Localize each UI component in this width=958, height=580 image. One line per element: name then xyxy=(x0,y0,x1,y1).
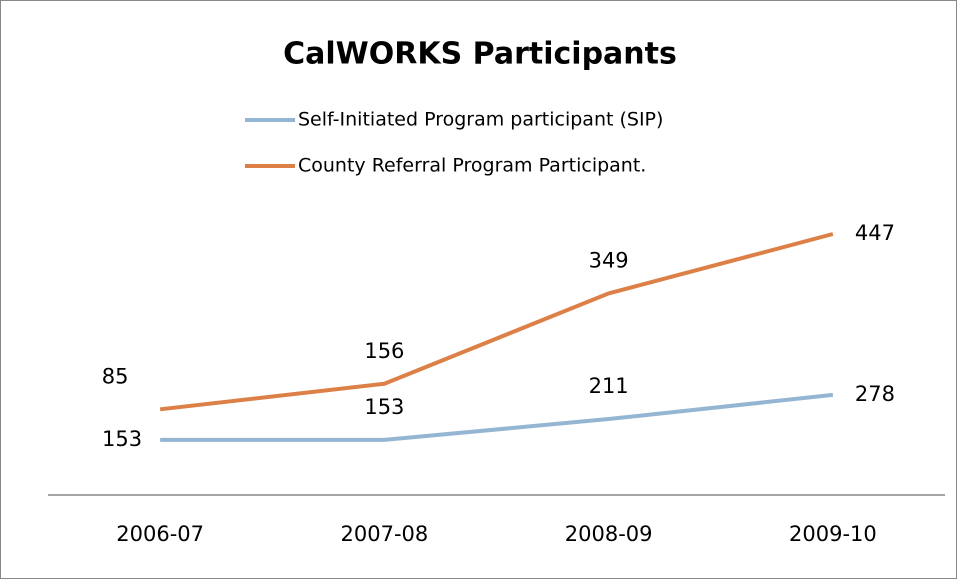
x-tick-label: 2007-08 xyxy=(341,522,429,546)
data-label: 447 xyxy=(855,221,895,245)
series-line xyxy=(159,232,834,412)
x-tick-label: 2009-10 xyxy=(789,522,877,546)
legend-label: Self-Initiated Program participant (SIP) xyxy=(298,109,663,131)
data-label: 211 xyxy=(589,374,629,398)
data-label: 156 xyxy=(364,339,404,363)
data-label: 349 xyxy=(589,248,629,272)
x-tick-label: 2006-07 xyxy=(116,522,204,546)
legend-label: County Referral Program Participant. xyxy=(298,155,646,177)
data-label: 278 xyxy=(855,382,895,406)
data-label: 153 xyxy=(102,427,142,451)
series-line xyxy=(160,392,834,442)
data-label: 85 xyxy=(102,364,129,388)
x-tick-label: 2008-09 xyxy=(565,522,653,546)
chart-title: CalWORKS Participants xyxy=(283,37,677,72)
data-label: 153 xyxy=(364,395,404,419)
